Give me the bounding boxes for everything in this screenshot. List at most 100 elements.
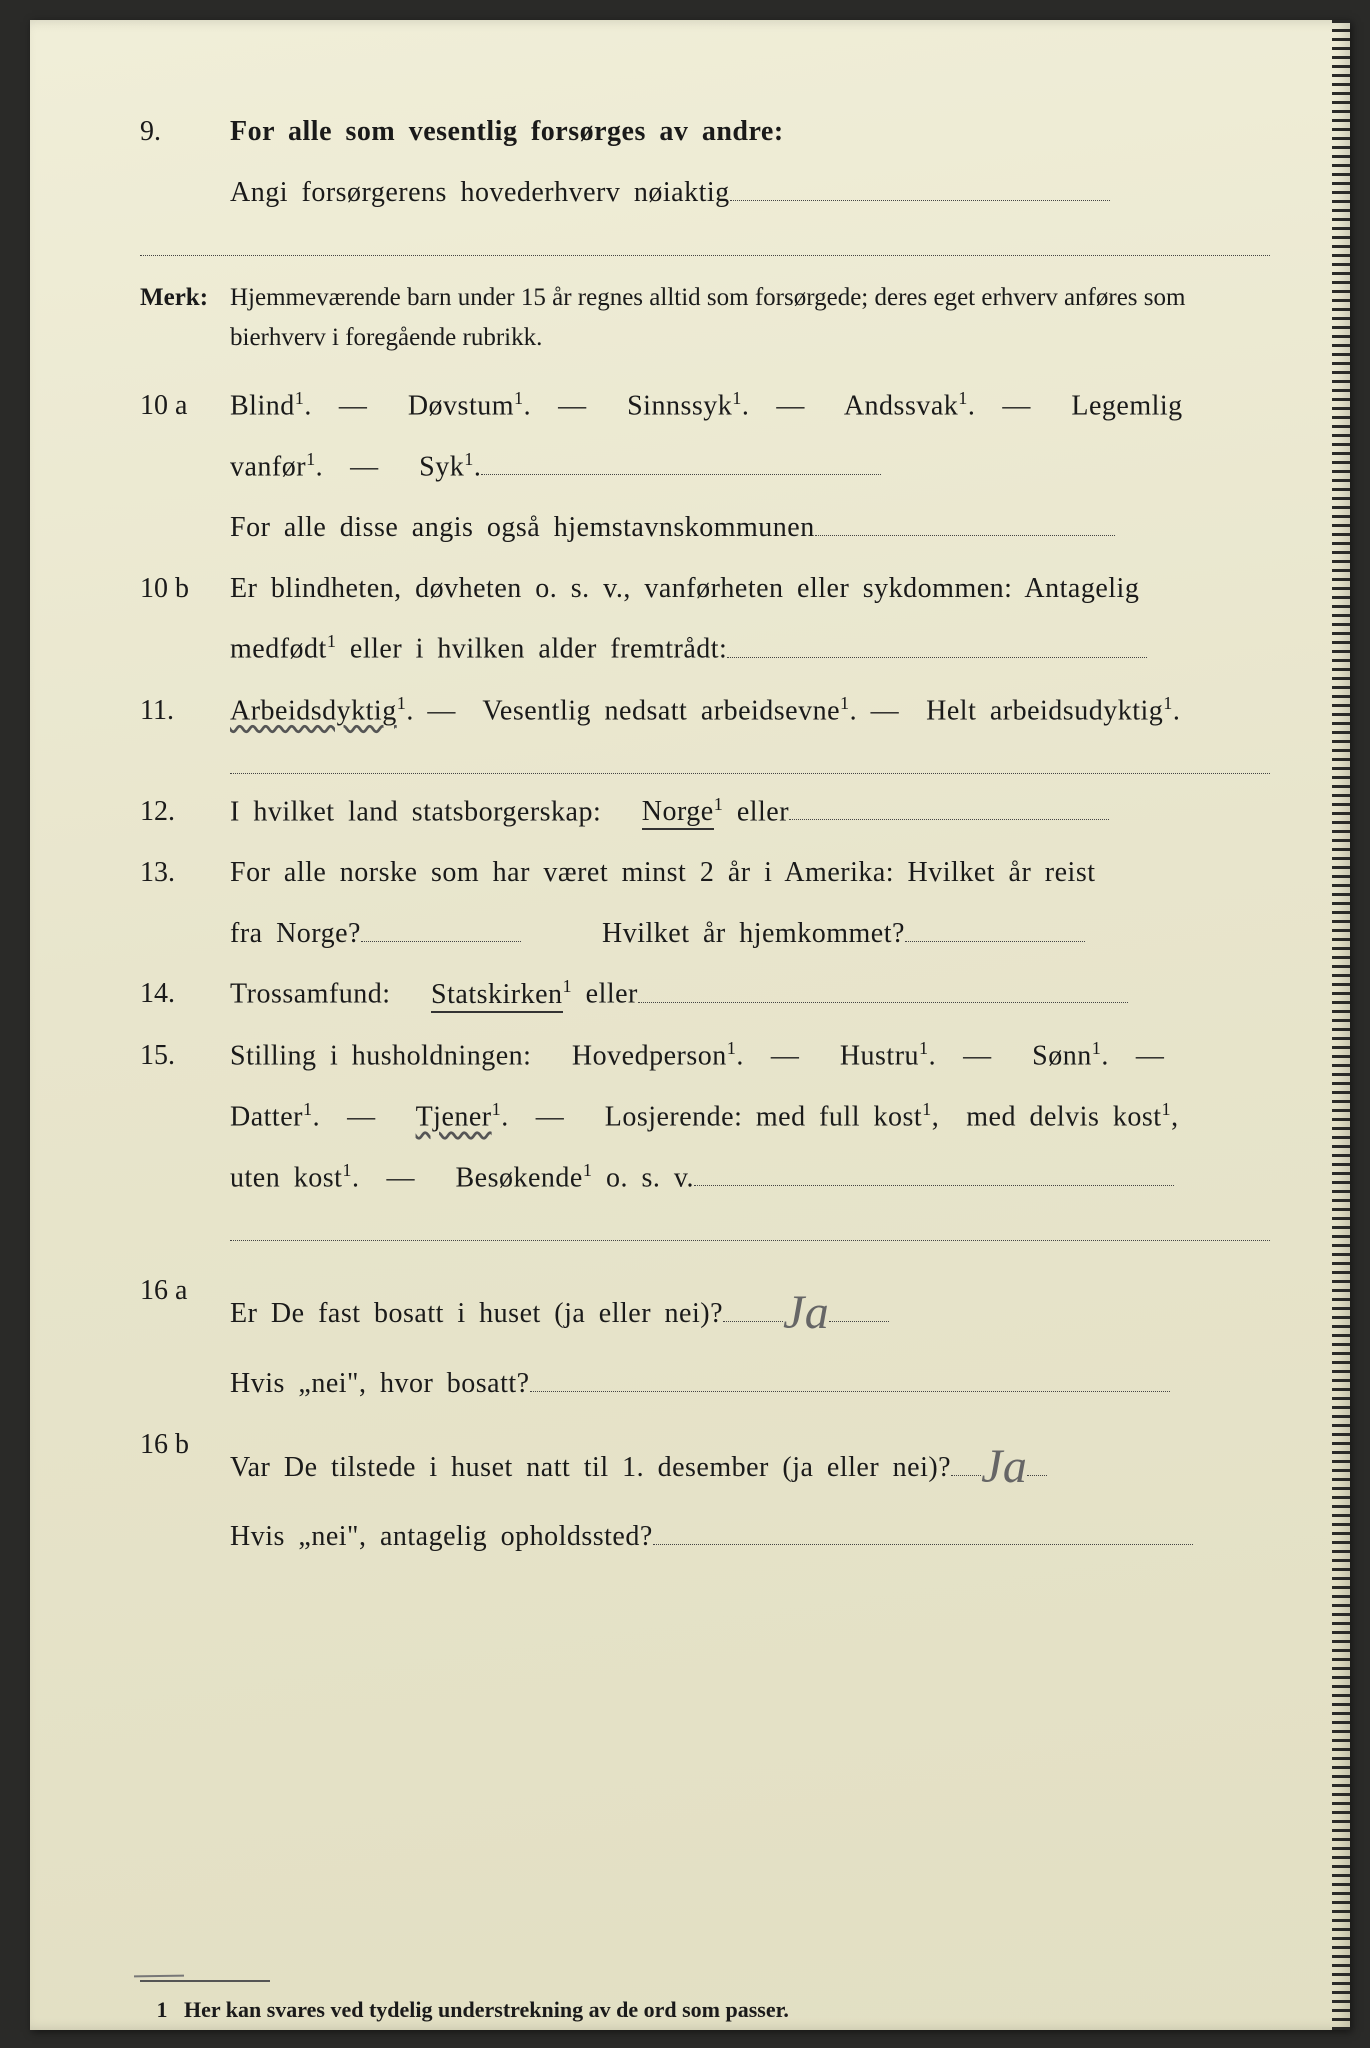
q16a-number: 16 a [140,1269,230,1314]
q9-line2: Angi forsørgerens hovederhverv nøiaktig [230,177,730,208]
q16b-fill2[interactable] [653,1517,1193,1545]
q15-intro: Stilling i husholdningen: [230,1040,531,1071]
q15-hustru[interactable]: Hustru [840,1040,919,1071]
q12-post: eller [723,796,789,827]
q12-opt-norge[interactable]: Norge [642,796,714,830]
q11-body: Arbeidsdyktig1. — Vesentlig nedsatt arbe… [230,689,1270,734]
q10a-opt-sinnssyk[interactable]: Sinnssyk [627,390,732,421]
q10a-opt-legemlig[interactable]: Legemlig [1071,390,1182,421]
merk-text: Hjemmeværende barn under 15 år regnes al… [230,278,1270,358]
q16a-line1: Er De fast bosatt i huset (ja eller nei)… [230,1298,723,1329]
q14-body: Trossamfund: Statskirken1 eller [230,972,1270,1017]
q12-text: I hvilket land statsborgerskap: [230,796,601,827]
q16a-answer: Ja [783,1286,829,1339]
q10b-line2-post: eller i hvilken alder fremtrådt: [336,634,727,665]
footnote-text: Her kan svares ved tydelig understreknin… [184,1997,789,2022]
q15-sonn[interactable]: Sønn [1032,1040,1092,1071]
q10a-opt-dovstum[interactable]: Døvstum [408,390,514,421]
q15-datter[interactable]: Datter [230,1101,303,1132]
census-form-page: 9. For alle som vesentlig forsørges av a… [30,20,1350,2030]
q12-fill[interactable] [789,792,1109,820]
question-16b: 16 b Var De tilstede i huset natt til 1.… [140,1423,1270,1561]
question-11: 11. Arbeidsdyktig1. — Vesentlig nedsatt … [140,689,1270,734]
q10a-line2: vanfør1. — Syk1. [230,445,1270,490]
q10b-medfodt[interactable]: medfødt [230,634,327,665]
q10b-fill[interactable] [727,630,1147,658]
q16a-fill1a[interactable] [723,1294,783,1322]
q15-hovedperson[interactable]: Hovedperson [572,1040,727,1071]
q11-number: 11. [140,689,230,734]
q9-fill-full[interactable] [140,228,1270,256]
q11-fill[interactable] [230,746,1270,774]
footnote-rule [140,1980,270,1982]
q16a-fill2[interactable] [530,1364,1170,1392]
q10a-opt-andssvak[interactable]: Andssvak [844,390,958,421]
question-10a: 10 a Blind1. — Døvstum1. — Sinnssyk1. — … [140,384,1270,551]
q14-post: eller [572,979,638,1010]
q13-line1: For alle norske som har været minst 2 år… [230,851,1270,896]
q10a-line3-row: For alle disse angis også hjemstavnskomm… [230,506,1270,551]
q15-fill[interactable] [694,1158,1174,1186]
q15-delvis[interactable]: med delvis kost [966,1101,1161,1132]
q13-number: 13. [140,851,230,896]
q9-number: 9. [140,110,230,155]
q16b-line1: Var De tilstede i huset natt til 1. dese… [230,1452,951,1483]
q10b-line2-row: medfødt1 eller i hvilken alder fremtrådt… [230,627,1270,672]
q14-text: Trossamfund: [230,979,391,1010]
footnote-marker: 1 [157,1997,168,2022]
q15-besokende[interactable]: Besøkende [455,1162,582,1193]
q11-opt1[interactable]: Arbeidsdyktig [230,695,397,726]
question-13: 13. For alle norske som har været minst … [140,851,1270,957]
q10a-fill2[interactable] [815,508,1115,536]
question-14: 14. Trossamfund: Statskirken1 eller [140,972,1270,1017]
question-10b: 10 b Er blindheten, døvheten o. s. v., v… [140,567,1270,673]
q15-osv: o. s. v. [592,1162,694,1193]
q13-fill2[interactable] [905,914,1085,942]
q15-line2: Datter1. — Tjener1. — Losjerende: med fu… [230,1095,1270,1140]
q9-line2-row: Angi forsørgerens hovederhverv nøiaktig [230,171,1270,216]
q15-number: 15. [140,1034,230,1079]
q10a-line1: Blind1. — Døvstum1. — Sinnssyk1. — Andss… [230,384,1270,429]
q15-tjener[interactable]: Tjener [416,1101,492,1132]
q15-losjerende-full[interactable]: Losjerende: med full kost [605,1101,922,1132]
q12-body: I hvilket land statsborgerskap: Norge1 e… [230,790,1270,835]
q16b-line1-row: Var De tilstede i huset natt til 1. dese… [230,1423,1270,1500]
footnote: 1 Her kan svares ved tydelig understrekn… [140,1992,1270,2027]
question-15: 15. Stilling i husholdningen: Hovedperso… [140,1034,1270,1201]
q13-fill1[interactable] [361,914,521,942]
q16b-line2: Hvis „nei", antagelig opholdssted? [230,1521,653,1552]
q16b-number: 16 b [140,1423,230,1468]
q15-uten[interactable]: uten kost [230,1162,342,1193]
q15-fill-full[interactable] [230,1213,1270,1241]
q16b-answer: Ja [981,1440,1027,1493]
q10a-vanfor[interactable]: vanfør [230,451,306,482]
q16b-fill1b[interactable] [1027,1448,1047,1476]
q10a-syk[interactable]: Syk [419,451,464,482]
question-16a: 16 a Er De fast bosatt i huset (ja eller… [140,1269,1270,1407]
q16a-fill1b[interactable] [829,1294,889,1322]
q15-line1: Stilling i husholdningen: Hovedperson1. … [230,1034,1270,1079]
q13-line2a: fra Norge? [230,918,361,949]
q10a-line3: For alle disse angis også hjemstavnskomm… [230,512,815,543]
q11-opt3[interactable]: Helt arbeidsudyktig [926,695,1163,726]
q13-line2-row: fra Norge? Hvilket år hjemkommet? [230,912,1270,957]
q10a-number: 10 a [140,384,230,429]
q14-opt-statskirken[interactable]: Statskirken [431,979,563,1013]
q10b-number: 10 b [140,567,230,612]
q10a-opt-blind[interactable]: Blind [230,390,295,421]
q9-fill1[interactable] [730,173,1110,201]
q14-fill[interactable] [638,975,1128,1003]
perforated-edge [1332,20,1350,2030]
merk-note: Merk: Hjemmeværende barn under 15 år reg… [140,278,1270,358]
q16b-fill1a[interactable] [951,1448,981,1476]
q13-line2b: Hvilket år hjemkommet? [602,918,905,949]
question-12: 12. I hvilket land statsborgerskap: Norg… [140,790,1270,835]
q14-number: 14. [140,972,230,1017]
q12-number: 12. [140,790,230,835]
q16b-line2-row: Hvis „nei", antagelig opholdssted? [230,1515,1270,1560]
q11-opt2[interactable]: Vesentlig nedsatt arbeidsevne [482,695,840,726]
merk-label: Merk: [140,278,230,318]
q15-line3: uten kost1. — Besøkende1 o. s. v. [230,1156,1270,1201]
q10a-fill1[interactable] [481,447,881,475]
question-9: 9. For alle som vesentlig forsørges av a… [140,110,1270,216]
